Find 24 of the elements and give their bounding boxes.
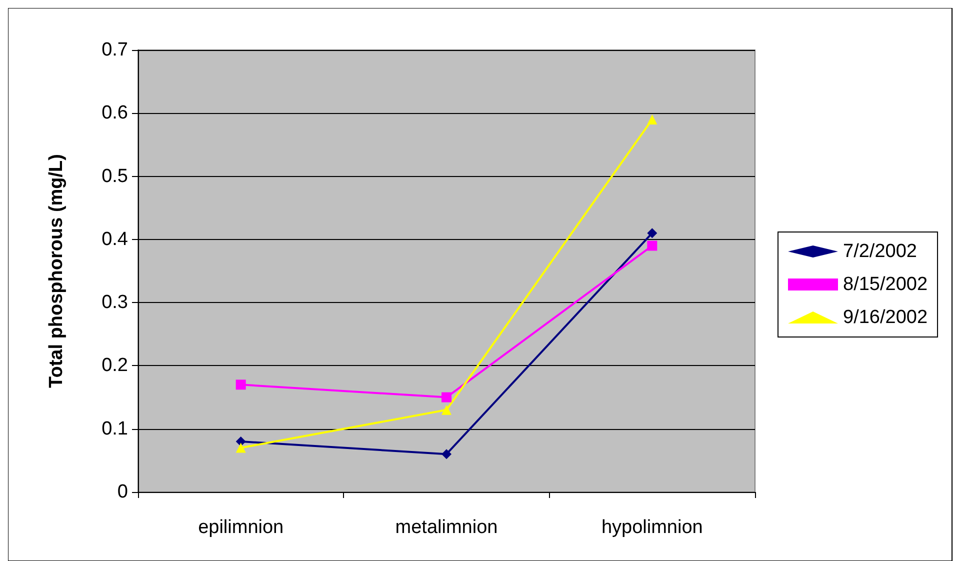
point xyxy=(647,240,658,251)
point xyxy=(647,228,658,238)
y-tick-label: 0.5 xyxy=(102,166,128,187)
y-tick-label: 0 xyxy=(117,482,128,502)
x-tick-label: hypolimnion xyxy=(601,517,703,538)
point xyxy=(236,442,246,453)
legend-label: 9/16/2002 xyxy=(843,307,928,328)
legend-label: 7/2/2002 xyxy=(843,241,917,262)
point xyxy=(647,114,658,124)
y-tick-label: 0.6 xyxy=(102,102,128,124)
y-tick-label: 0.2 xyxy=(102,355,128,376)
x-tick-label: epilimnion xyxy=(198,517,284,538)
point xyxy=(236,436,246,446)
y-tick-label: 0.4 xyxy=(102,228,128,250)
point xyxy=(236,380,246,390)
y-axis-title: Total phosphorous (mg/L) xyxy=(46,154,67,388)
point xyxy=(442,449,452,460)
y-tick-label: 0.3 xyxy=(102,292,128,314)
legend-label: 8/15/2002 xyxy=(843,274,928,295)
y-tick-label: 0.7 xyxy=(102,40,128,60)
x-tick-label: metalimnion xyxy=(395,517,498,538)
point xyxy=(442,404,452,415)
y-tick-label: 0.1 xyxy=(102,418,128,440)
point xyxy=(442,392,452,402)
